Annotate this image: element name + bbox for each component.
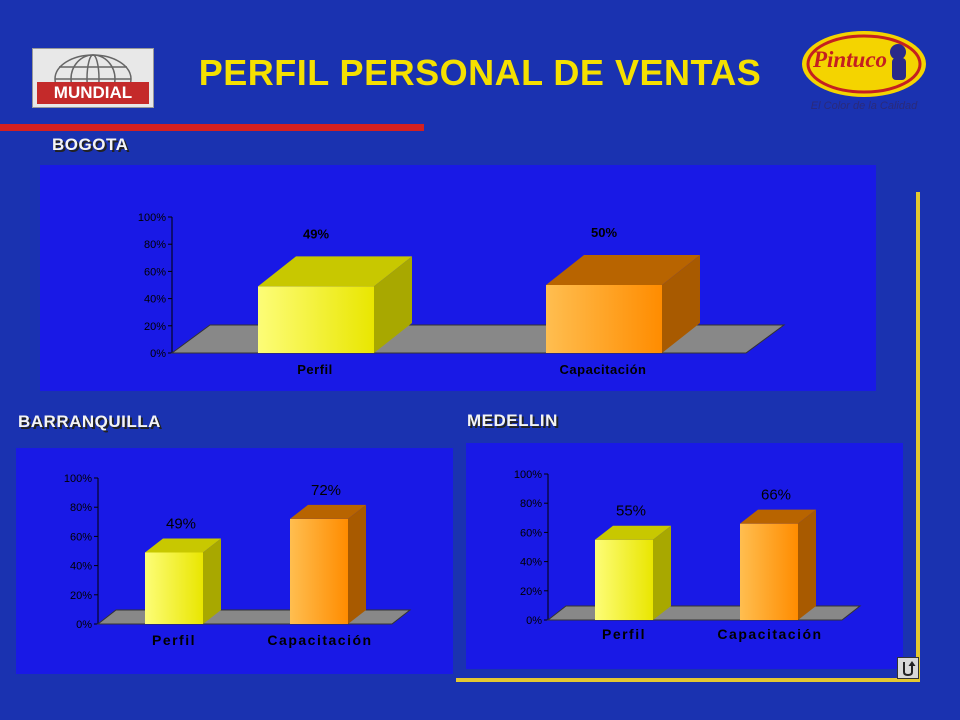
y-tick-label: 40% — [144, 294, 166, 306]
bar-top — [290, 504, 366, 519]
y-tick-label: 60% — [144, 266, 166, 278]
bar-front — [595, 539, 653, 620]
bar-perfil — [145, 538, 221, 624]
mundial-logo: MUNDIAL — [32, 48, 154, 108]
y-tick-label: 20% — [520, 586, 542, 598]
category-label: Perfil — [297, 362, 333, 377]
section-label-barranquilla: BARRANQUILLA — [18, 412, 161, 431]
category-label: Perfil — [152, 632, 196, 648]
return-button[interactable] — [897, 657, 919, 679]
section-label-medellin: MEDELLIN — [467, 411, 558, 430]
frame-line-horizontal — [456, 678, 920, 682]
data-label: 49% — [303, 226, 329, 241]
bar-top — [258, 256, 412, 287]
y-tick-label: 60% — [70, 531, 92, 543]
y-tick-label: 100% — [64, 473, 92, 485]
category-label: Perfil — [602, 626, 646, 642]
y-tick-label: 0% — [150, 348, 166, 360]
frame-line-vertical — [916, 192, 920, 682]
bar-front — [145, 552, 203, 624]
y-tick-label: 80% — [144, 239, 166, 251]
bar-top — [740, 509, 816, 524]
y-tick-label: 40% — [70, 561, 92, 573]
data-label: 49% — [166, 515, 196, 532]
page-title: PERFIL PERSONAL DE VENTAS — [198, 52, 762, 93]
section-label-bogota: BOGOTA — [52, 135, 129, 154]
data-label: 72% — [311, 482, 341, 499]
y-tick-label: 100% — [514, 469, 542, 481]
chart-panel-bogota: 0% 20% 40% 60% 80% 100% 49% Perfil 50% Capacitaci… — [40, 165, 876, 391]
bar-front — [546, 285, 662, 353]
bar-perfil — [595, 525, 671, 620]
chart-barranquilla: 0% 20% 40% 60% 80% 100% 49% Perfil 72% Capacitaci… — [64, 473, 412, 648]
y-tick-label: 0% — [526, 615, 542, 627]
bar-side — [348, 504, 366, 624]
chart-panel-barranquilla: 0% 20% 40% 60% 80% 100% 49% Perfil 72% Capacitaci… — [16, 448, 453, 674]
y-tick-label: 100% — [138, 212, 166, 224]
data-label: 50% — [591, 225, 617, 240]
pintuco-logo-text: Pintuco — [812, 47, 888, 72]
category-label: Capacitación — [560, 362, 647, 377]
bar-side — [203, 538, 221, 624]
bar-side — [798, 509, 816, 620]
pintuco-tagline: El Color de la Calidad — [810, 100, 918, 112]
bar-side — [653, 525, 671, 620]
bar-front — [258, 286, 374, 353]
y-tick-label: 80% — [520, 498, 542, 510]
chart-bogota: 0% 20% 40% 60% 80% 100% 49% Perfil 50% Capacitaci… — [138, 212, 786, 377]
y-tick-label: 20% — [70, 590, 92, 602]
bar-perfil — [258, 256, 412, 353]
bar-capacitacion — [290, 504, 366, 624]
bar-side — [374, 256, 412, 353]
bar-top — [595, 525, 671, 540]
data-label: 55% — [616, 503, 646, 520]
bar-top — [145, 538, 221, 553]
category-label: Capacitación — [717, 626, 822, 642]
bar-top — [546, 255, 700, 285]
return-arrow-icon — [903, 661, 916, 677]
bar-capacitacion — [740, 509, 816, 620]
y-tick-label: 20% — [144, 321, 166, 333]
y-tick-label: 80% — [70, 502, 92, 514]
y-tick-label: 40% — [520, 557, 542, 569]
bar-capacitacion — [546, 255, 700, 353]
red-divider — [0, 124, 424, 131]
y-tick-label: 60% — [520, 527, 542, 539]
bar-side — [662, 255, 700, 353]
mundial-logo-text: MUNDIAL — [53, 83, 133, 102]
y-tick-label: 0% — [76, 619, 92, 631]
bar-front — [740, 523, 798, 620]
chart-panel-medellin: 0% 20% 40% 60% 80% 100% 55% Perfil 66% Capacitaci… — [466, 443, 903, 669]
pintuco-logo: Pintuco El Color de la Calidad — [798, 30, 930, 116]
category-label: Capacitación — [267, 632, 372, 648]
data-label: 66% — [761, 487, 791, 504]
chart-medellin: 0% 20% 40% 60% 80% 100% 55% Perfil 66% Capacitaci… — [514, 469, 862, 642]
bar-front — [290, 518, 348, 624]
